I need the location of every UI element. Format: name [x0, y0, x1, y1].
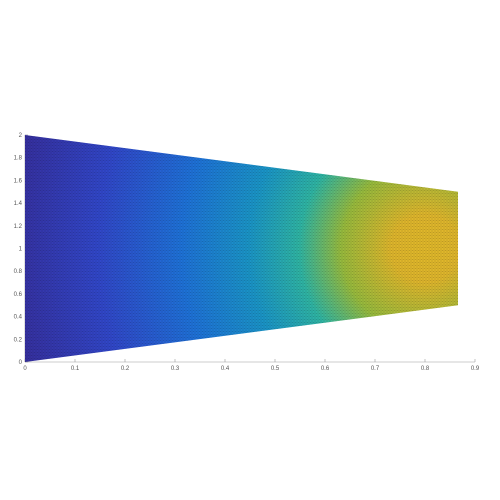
- x-tick-label: 0.5: [271, 366, 280, 372]
- x-tick-label: 0.7: [371, 366, 380, 372]
- y-tick-label: 0: [19, 360, 23, 366]
- y-tick-label: 0.8: [14, 269, 23, 275]
- x-tick-label: 0.3: [171, 366, 180, 372]
- y-tick-label: 0.4: [14, 315, 23, 321]
- x-tick-label: 0.9: [471, 366, 480, 372]
- y-tick-label: 2: [19, 133, 23, 139]
- y-tick-label: 1.4: [14, 201, 23, 207]
- x-ticks: 0 0.1 0.2 0.3 0.4 0.5 0.6 0.7 0.8 0.9: [23, 359, 480, 372]
- x-tick-label: 0.2: [121, 366, 130, 372]
- y-tick-label: 1: [19, 247, 23, 253]
- x-tick-label: 0.1: [71, 366, 80, 372]
- x-tick-label: 0.8: [421, 366, 430, 372]
- y-tick-label: 0.2: [14, 337, 23, 343]
- x-tick-label: 0: [23, 366, 27, 372]
- y-tick-label: 1.8: [14, 156, 23, 162]
- y-tick-label: 0.6: [14, 292, 23, 298]
- x-tick-label: 0.4: [221, 366, 230, 372]
- y-tick-label: 1.6: [14, 178, 23, 184]
- x-tick-label: 0.6: [321, 366, 330, 372]
- y-tick-label: 1.2: [14, 224, 23, 230]
- triangular-mesh: [25, 135, 458, 362]
- field-layer: [25, 135, 458, 362]
